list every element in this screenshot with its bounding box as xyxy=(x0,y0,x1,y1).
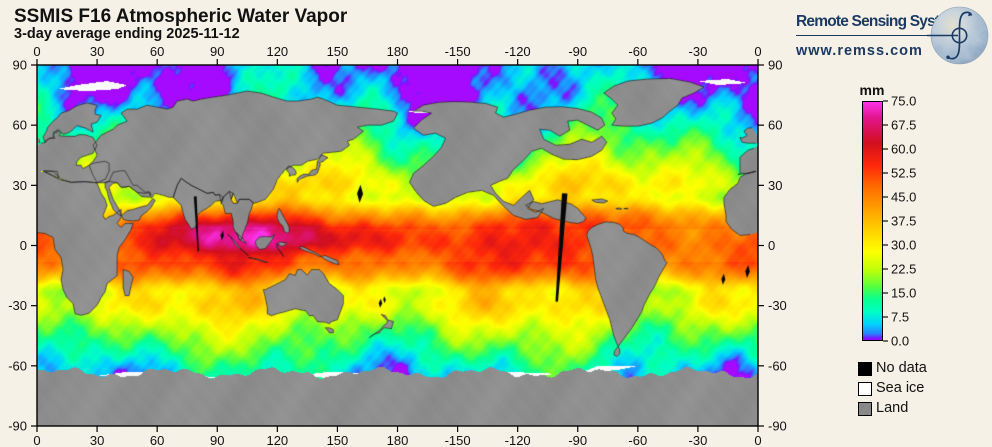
svg-text:-120: -120 xyxy=(505,433,531,447)
svg-text:-30: -30 xyxy=(8,298,27,313)
svg-text:60: 60 xyxy=(150,433,164,447)
svg-text:-60: -60 xyxy=(768,358,787,373)
svg-text:22.5: 22.5 xyxy=(891,262,916,277)
svg-text:0: 0 xyxy=(754,433,761,447)
svg-text:67.5: 67.5 xyxy=(891,118,916,133)
svg-text:-150: -150 xyxy=(445,433,471,447)
svg-text:37.5: 37.5 xyxy=(891,214,916,229)
svg-text:180: 180 xyxy=(387,44,409,59)
svg-text:30: 30 xyxy=(90,433,104,447)
svg-text:0: 0 xyxy=(754,44,761,59)
svg-text:30.0: 30.0 xyxy=(891,238,916,253)
svg-text:-150: -150 xyxy=(445,44,471,59)
svg-text:-60: -60 xyxy=(628,433,647,447)
svg-text:0: 0 xyxy=(33,433,40,447)
svg-text:150: 150 xyxy=(327,44,349,59)
svg-text:15.0: 15.0 xyxy=(891,286,916,301)
svg-text:-90: -90 xyxy=(8,419,27,434)
svg-text:60: 60 xyxy=(768,118,782,133)
svg-text:120: 120 xyxy=(266,44,288,59)
svg-text:180: 180 xyxy=(387,433,409,447)
svg-text:75.0: 75.0 xyxy=(891,94,916,109)
svg-text:0: 0 xyxy=(768,238,775,253)
svg-text:-60: -60 xyxy=(8,358,27,373)
svg-text:-90: -90 xyxy=(768,419,787,434)
svg-text:-60: -60 xyxy=(628,44,647,59)
svg-text:150: 150 xyxy=(327,433,349,447)
svg-text:30: 30 xyxy=(90,44,104,59)
svg-text:60: 60 xyxy=(150,44,164,59)
svg-text:-30: -30 xyxy=(768,298,787,313)
svg-text:90: 90 xyxy=(13,58,27,73)
svg-text:90: 90 xyxy=(210,433,224,447)
svg-text:90: 90 xyxy=(768,58,782,73)
svg-text:-90: -90 xyxy=(568,44,587,59)
svg-text:0.0: 0.0 xyxy=(891,334,909,349)
svg-text:120: 120 xyxy=(266,433,288,447)
svg-text:60: 60 xyxy=(13,118,27,133)
svg-text:0: 0 xyxy=(20,238,27,253)
svg-text:-30: -30 xyxy=(689,44,708,59)
svg-text:90: 90 xyxy=(210,44,224,59)
svg-text:-120: -120 xyxy=(505,44,531,59)
svg-text:45.0: 45.0 xyxy=(891,190,916,205)
svg-text:60.0: 60.0 xyxy=(891,142,916,157)
svg-text:-90: -90 xyxy=(568,433,587,447)
svg-text:0: 0 xyxy=(33,44,40,59)
svg-text:52.5: 52.5 xyxy=(891,166,916,181)
svg-text:-30: -30 xyxy=(689,433,708,447)
svg-text:7.5: 7.5 xyxy=(891,310,909,325)
svg-text:30: 30 xyxy=(13,178,27,193)
svg-text:30: 30 xyxy=(768,178,782,193)
